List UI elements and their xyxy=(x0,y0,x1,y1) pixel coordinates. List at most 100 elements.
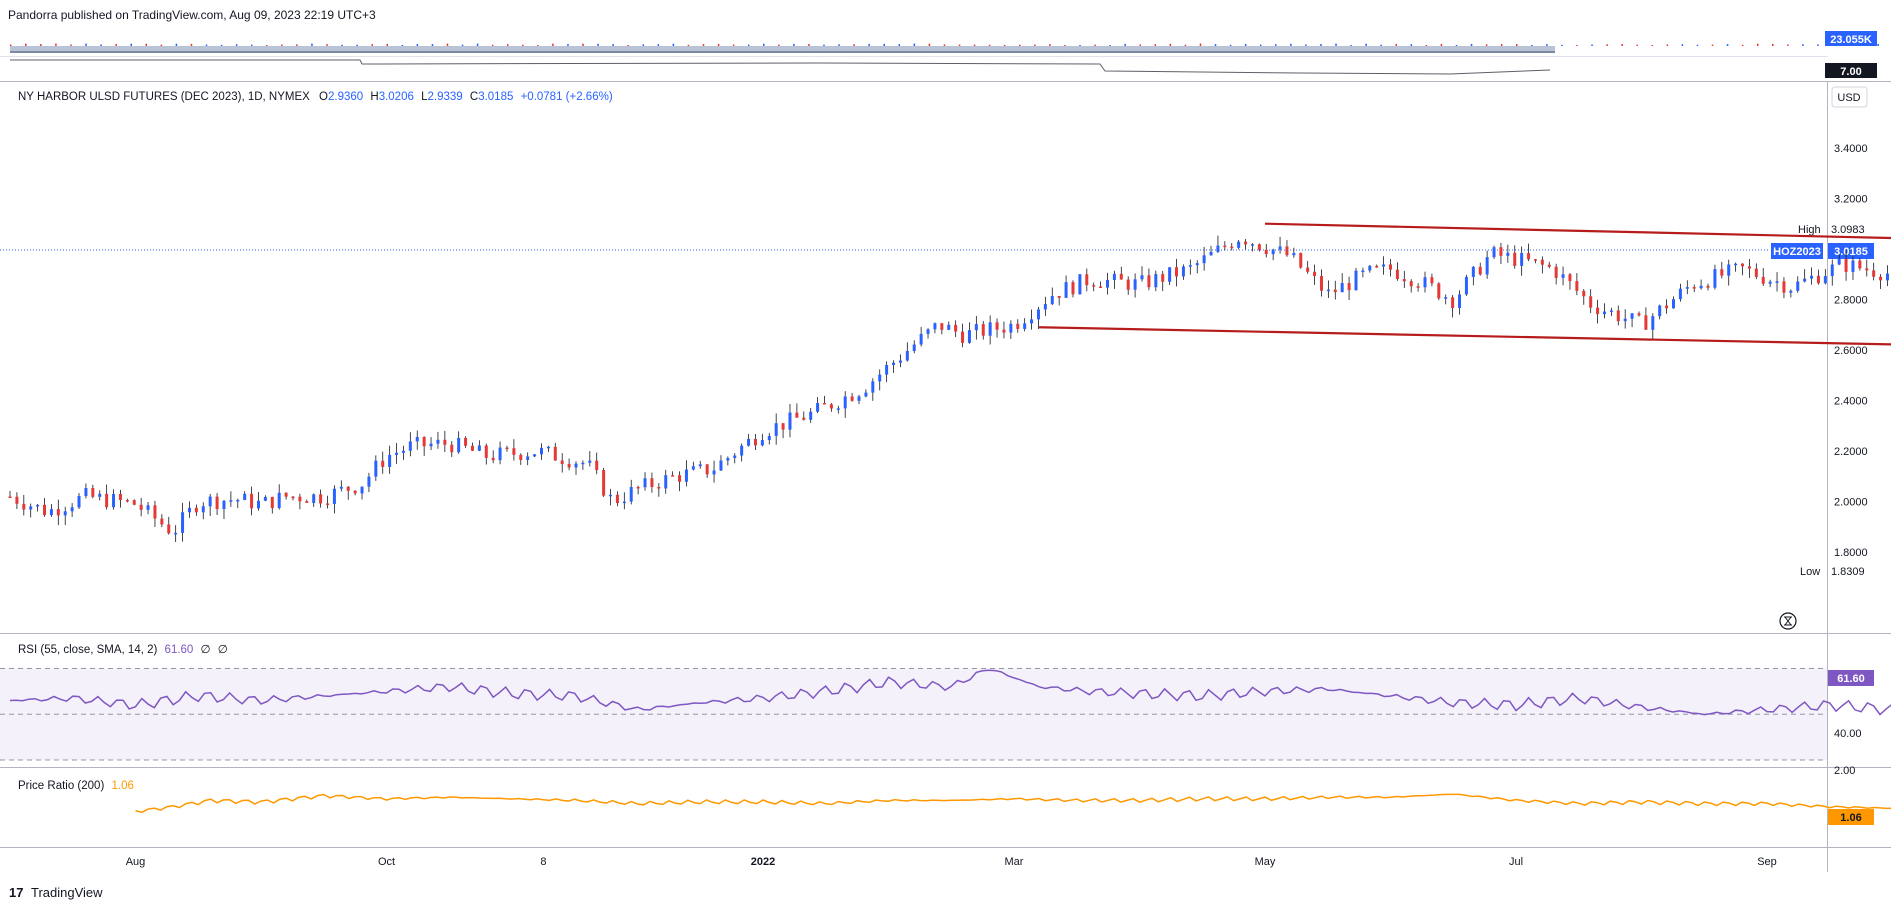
strip-divider xyxy=(0,56,1828,57)
volume-bar xyxy=(1259,44,1262,46)
price-bar xyxy=(1699,285,1703,289)
volume-bar xyxy=(1561,44,1563,46)
price-bar xyxy=(1720,269,1724,276)
price-bar xyxy=(56,509,60,516)
price-bar xyxy=(1036,309,1040,320)
volume-bar xyxy=(958,44,961,46)
volume-bar xyxy=(1214,44,1217,46)
price-bar xyxy=(1706,285,1710,288)
rsi-title: RSI (55, close, SMA, 14, 2) xyxy=(18,644,158,656)
price-bar xyxy=(1071,282,1075,295)
volume-bar xyxy=(642,44,645,46)
price-bar xyxy=(181,512,185,533)
price-bar xyxy=(1492,247,1496,258)
price-bar xyxy=(574,463,578,468)
trendline-upper[interactable] xyxy=(1264,222,1891,275)
price-bar xyxy=(498,447,502,461)
ratio-axis-value: 1.06 xyxy=(1840,812,1861,824)
price-bar xyxy=(885,364,889,375)
strip-line xyxy=(10,59,1551,75)
price-bar xyxy=(63,511,67,516)
time-axis: AugOct82022MarMayJulSepNov2023MarMayJulS… xyxy=(126,856,1777,868)
price-bar xyxy=(436,439,440,444)
price-bar xyxy=(1527,252,1531,260)
price-bar xyxy=(153,505,157,519)
volume-bar xyxy=(883,43,885,46)
price-bar xyxy=(1885,273,1889,281)
legend-low-value: 2.9339 xyxy=(427,91,462,103)
price-bar xyxy=(1340,283,1344,293)
price-bar xyxy=(691,466,695,470)
currency-label: USD xyxy=(1837,92,1860,104)
price-bar xyxy=(1554,266,1558,278)
price-ratio-line xyxy=(135,793,1891,814)
price-bar xyxy=(132,500,136,505)
price-bar xyxy=(470,445,474,451)
price-bar xyxy=(1616,310,1620,322)
time-tick-label: 8 xyxy=(540,856,546,868)
price-bar xyxy=(774,423,778,436)
price-bar xyxy=(1437,283,1441,299)
volume-bar xyxy=(461,44,464,46)
price-bar xyxy=(1188,265,1192,267)
legend-close-value: 3.0185 xyxy=(478,91,513,103)
volume-bar xyxy=(1817,44,1819,46)
volume-bar xyxy=(1124,43,1126,46)
volume-bar xyxy=(1591,44,1593,46)
volume-bar xyxy=(838,44,840,46)
price-bar xyxy=(650,478,654,488)
price-bar xyxy=(850,396,854,401)
volume-bar xyxy=(1064,44,1066,46)
volume-bar xyxy=(717,43,720,46)
price-bar xyxy=(43,504,47,516)
price-bar xyxy=(940,323,944,330)
trendline-lower[interactable] xyxy=(1039,326,1891,372)
price-bar xyxy=(36,504,40,507)
price-bar xyxy=(1609,310,1613,312)
price-bar xyxy=(967,330,971,343)
price-bar xyxy=(526,456,530,461)
volume-bar xyxy=(55,43,57,46)
volume-bar xyxy=(1636,44,1638,46)
price-bar xyxy=(1678,288,1682,300)
price-bar xyxy=(1568,274,1572,282)
volume-bar xyxy=(943,44,946,46)
price-bar xyxy=(298,496,302,502)
price-bar xyxy=(1271,249,1275,255)
price-bar xyxy=(1416,286,1420,288)
price-bar xyxy=(1823,276,1827,284)
price-bar xyxy=(388,454,392,467)
price-bar xyxy=(194,507,198,513)
price-tick-label: 2.8000 xyxy=(1834,294,1868,306)
price-bar xyxy=(346,486,350,491)
price-bar xyxy=(1803,278,1807,282)
price-bar xyxy=(1423,277,1427,288)
volume-bar xyxy=(266,44,268,46)
price-bar xyxy=(740,445,744,456)
price-bar xyxy=(1651,316,1655,330)
price-bar xyxy=(408,441,412,451)
price-bar xyxy=(609,494,613,497)
tradingview-logo-text[interactable]: TradingView xyxy=(31,885,103,900)
volume-bar xyxy=(1787,44,1789,46)
volume-bar xyxy=(1741,44,1744,46)
currency-button[interactable] xyxy=(1831,86,1868,108)
volume-bar xyxy=(1711,44,1714,46)
ratio-title: Price Ratio (200) xyxy=(18,780,104,792)
price-bar xyxy=(1506,252,1510,256)
price-bar xyxy=(995,322,999,330)
price-bars xyxy=(8,235,1889,542)
panel-separator-ratio xyxy=(0,767,1891,768)
volume-bar xyxy=(1034,44,1036,46)
volume-bar xyxy=(1651,44,1654,46)
price-bar xyxy=(1458,294,1462,308)
price-bar xyxy=(795,412,799,418)
price-bar xyxy=(1375,265,1379,268)
volume-bar xyxy=(808,43,810,46)
price-bar xyxy=(733,455,737,459)
price-bar xyxy=(1057,296,1061,298)
volume-bar xyxy=(1802,44,1804,46)
volume-bar xyxy=(702,44,705,46)
price-bar xyxy=(1175,267,1179,277)
